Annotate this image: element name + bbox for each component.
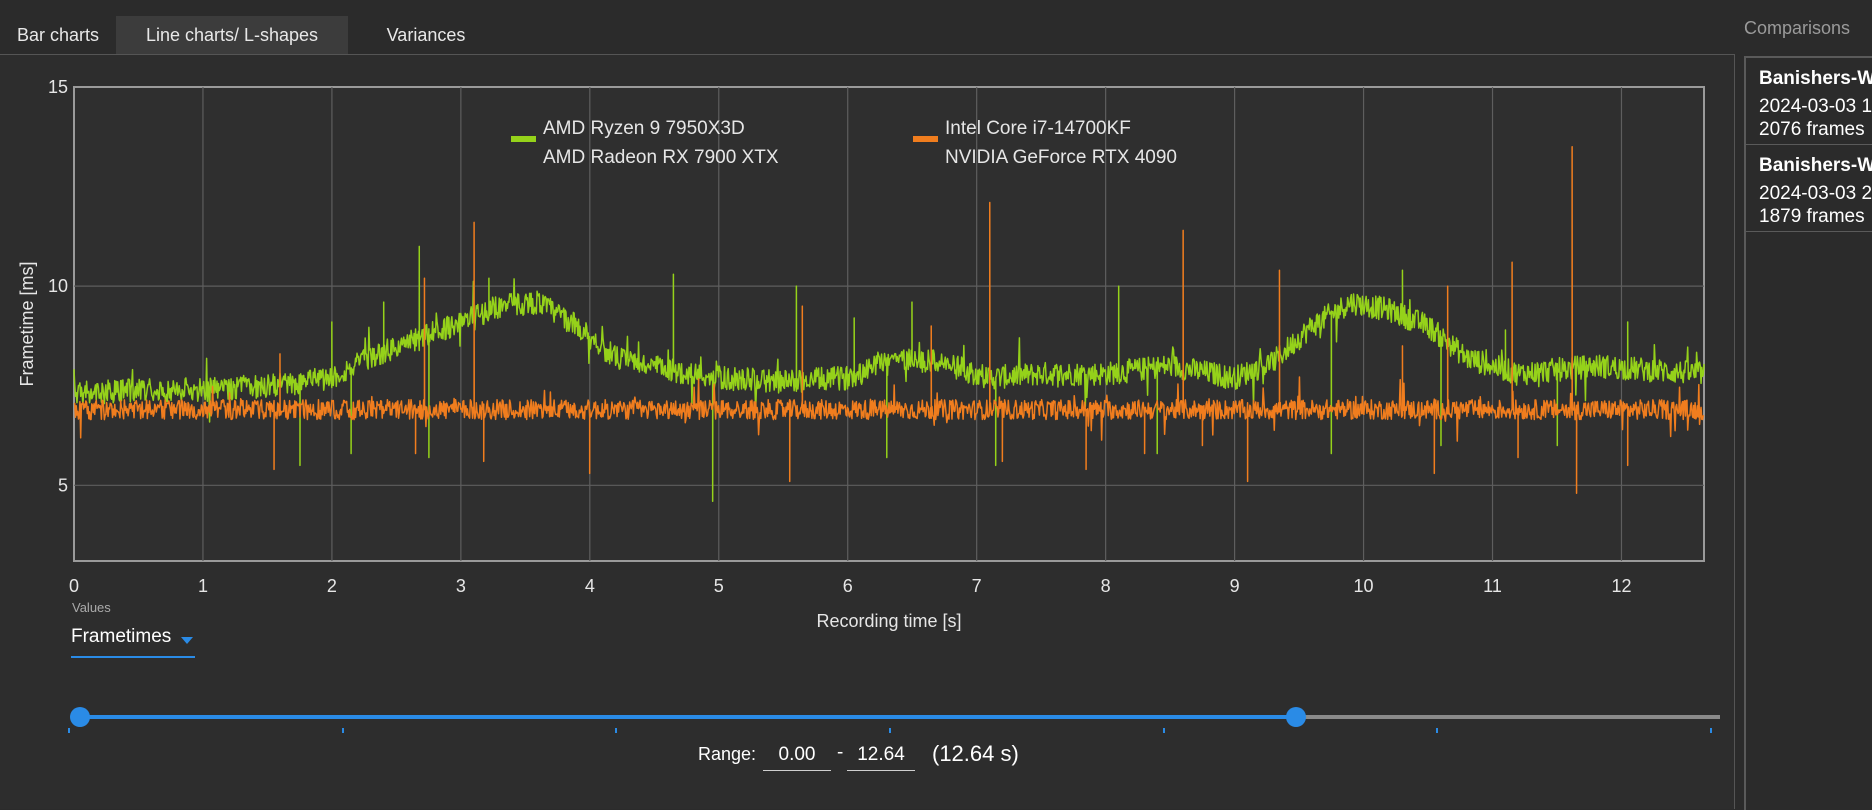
slider-lower-thumb[interactable] xyxy=(70,707,90,727)
tab-line-charts[interactable]: Line charts/ L-shapes xyxy=(116,16,348,54)
comparison-item[interactable]: Banishers-W 2024-03-03 1 2076 frames xyxy=(1746,58,1872,145)
values-caption: Values xyxy=(72,600,111,615)
x-tick-label: 9 xyxy=(1230,576,1240,596)
slider-tick xyxy=(1710,728,1712,733)
y-tick-label: 15 xyxy=(48,77,68,97)
x-axis-label: Recording time [s] xyxy=(816,611,961,631)
series-line-intel xyxy=(73,146,1705,495)
comparisons-title: Comparisons xyxy=(1744,18,1851,38)
x-tick-label: 7 xyxy=(972,576,982,596)
series-layer xyxy=(73,146,1705,502)
x-tick-label: 10 xyxy=(1354,576,1374,596)
chevron-down-icon xyxy=(181,637,193,644)
y-tick-label: 10 xyxy=(48,276,68,296)
slider-selected-track xyxy=(80,715,1296,719)
plot-area xyxy=(73,86,1705,562)
comparison-item-date: 2024-03-03 1 xyxy=(1759,96,1872,117)
x-tick-label: 6 xyxy=(843,576,853,596)
y-tick-label: 5 xyxy=(58,475,68,495)
slider-upper-thumb[interactable] xyxy=(1285,707,1306,727)
legend-swatch-green xyxy=(511,136,536,142)
range-label: Range: xyxy=(698,744,757,764)
slider-tick xyxy=(1436,728,1439,733)
values-dropdown-value: Frametimes xyxy=(71,626,172,647)
comparison-item-title: Banishers-W xyxy=(1759,68,1872,89)
comparisons-panel: Banishers-W 2024-03-03 1 2076 frames Ban… xyxy=(1744,56,1872,810)
x-tick-label: 12 xyxy=(1611,576,1631,596)
slider-tick xyxy=(341,728,344,733)
legend-swatch-orange xyxy=(913,136,938,142)
x-tick-labels: 0 1 2 3 4 5 6 7 8 9 10 11 12 xyxy=(69,576,1631,596)
range-dash: - xyxy=(837,742,844,763)
range-row: Range: 0.00 - 12.64 (12.64 s) xyxy=(0,740,1734,780)
legend-label-amd-gpu: AMD Radeon RX 7900 XTX xyxy=(543,147,779,168)
tab-variances[interactable]: Variances xyxy=(386,25,466,45)
slider-tick xyxy=(1162,728,1165,733)
range-end-input[interactable]: 12.64 xyxy=(847,740,915,771)
y-axis-label: Frametime [ms] xyxy=(17,261,37,386)
legend-label-amd-cpu: AMD Ryzen 9 7950X3D xyxy=(543,118,745,139)
comparison-item-frames: 1879 frames xyxy=(1759,206,1865,227)
tab-bar-charts[interactable]: Bar charts xyxy=(16,25,100,45)
comparison-item[interactable]: Banishers-W 2024-03-03 2 1879 frames xyxy=(1746,145,1872,232)
slider-tick xyxy=(615,728,618,733)
slider-tick xyxy=(889,728,891,733)
x-tick-label: 0 xyxy=(69,576,79,596)
x-tick-label: 8 xyxy=(1101,576,1111,596)
comparison-item-frames: 2076 frames xyxy=(1759,119,1865,140)
x-tick-label: 4 xyxy=(585,576,595,596)
x-tick-label: 1 xyxy=(198,576,208,596)
comparison-item-title: Banishers-W xyxy=(1759,155,1872,176)
range-start-input[interactable]: 0.00 xyxy=(763,740,831,771)
legend: AMD Ryzen 9 7950X3D AMD Radeon RX 7900 X… xyxy=(511,118,1177,168)
x-tick-label: 2 xyxy=(327,576,337,596)
y-tick-labels: 5 10 15 xyxy=(48,77,68,495)
series-line-amd xyxy=(73,245,1705,502)
slider-tick xyxy=(68,728,70,733)
legend-label-nvidia-gpu: NVIDIA GeForce RTX 4090 xyxy=(945,147,1177,168)
tab-bar: Bar charts Line charts/ L-shapes Varianc… xyxy=(0,0,1735,54)
range-slider[interactable] xyxy=(68,700,1720,736)
x-tick-label: 5 xyxy=(714,576,724,596)
x-tick-label: 11 xyxy=(1483,576,1502,596)
x-tick-label: 3 xyxy=(456,576,466,596)
range-total: (12.64 s) xyxy=(932,741,1019,766)
comparison-item-date: 2024-03-03 2 xyxy=(1759,183,1872,204)
values-dropdown[interactable]: Frametimes xyxy=(71,622,195,658)
legend-label-intel-cpu: Intel Core i7-14700KF xyxy=(945,118,1131,139)
